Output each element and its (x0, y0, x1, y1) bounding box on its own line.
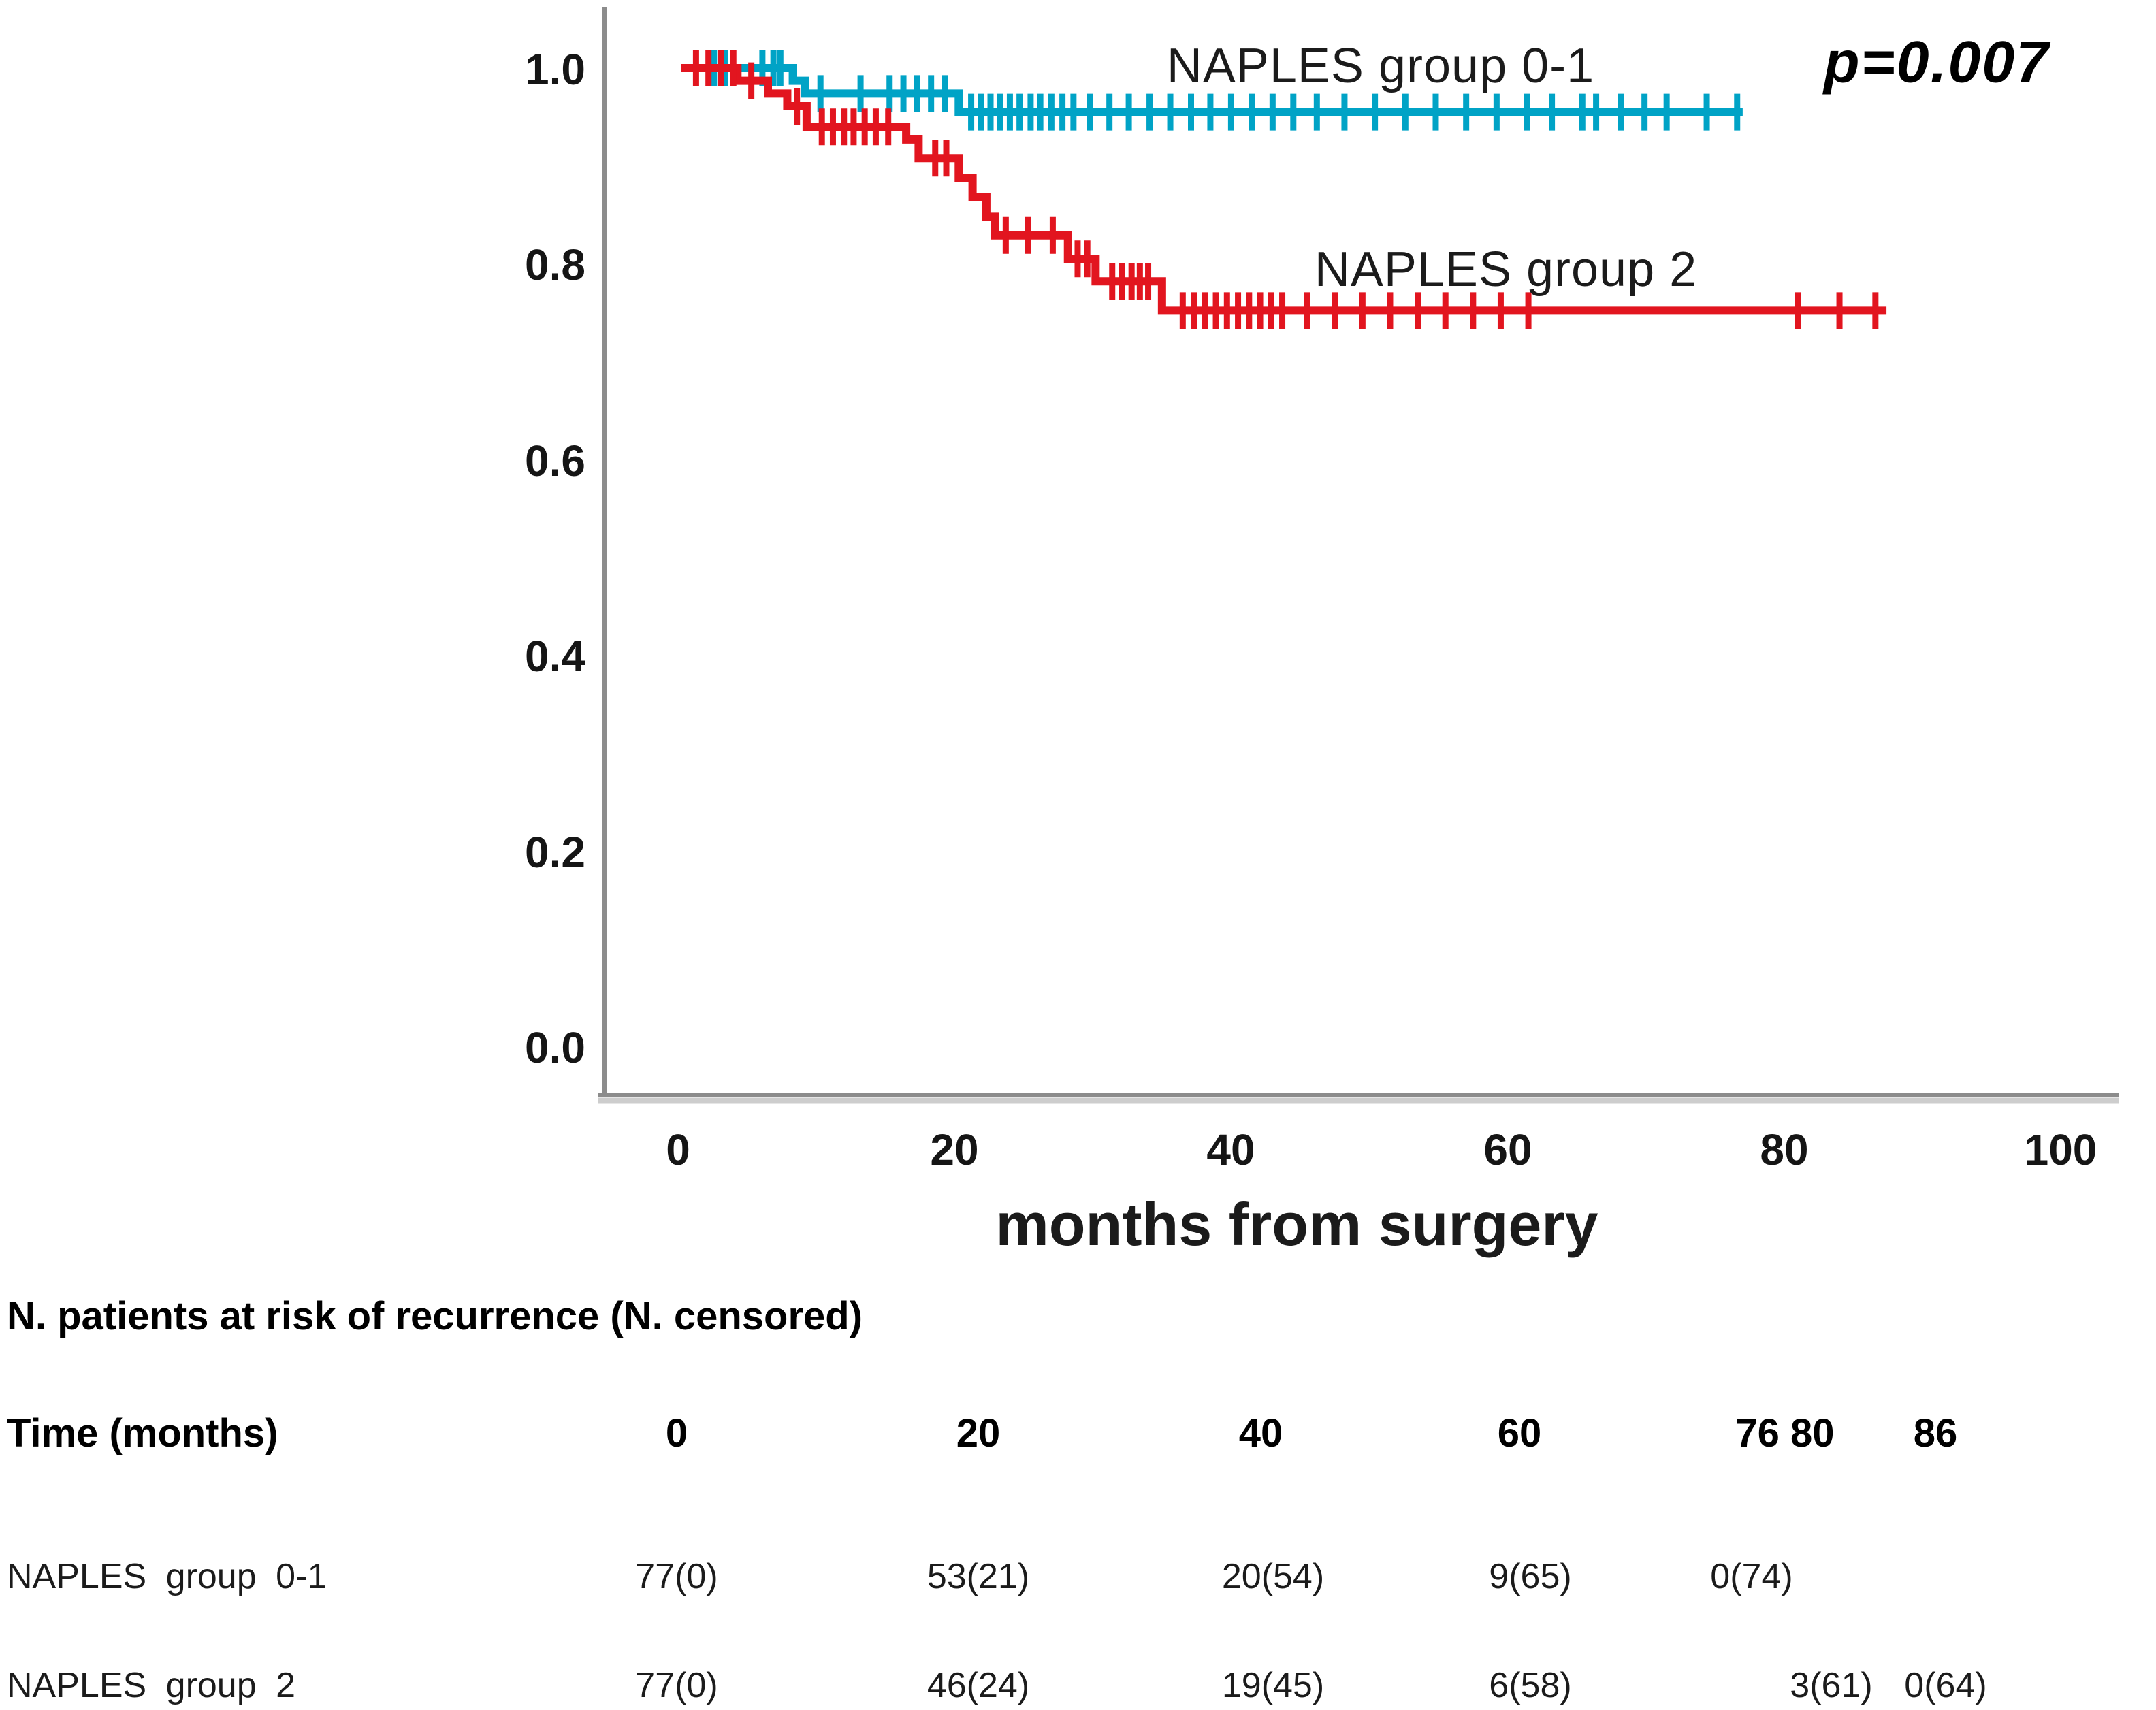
risk-row-1-cell-0: 77(0) (635, 1666, 718, 1705)
curve-label-group-2: NAPLES group 2 (1314, 242, 1698, 297)
y-tick-5: 0.0 (525, 1023, 585, 1072)
x-tick-4: 80 (1760, 1125, 1809, 1174)
risk-row-0-cell-1: 53(21) (927, 1557, 1030, 1596)
time-col-0: 0 (665, 1411, 688, 1455)
time-col-1: 20 (956, 1411, 1001, 1455)
risk-table-title: N. patients at risk of recurrence (N. ce… (7, 1294, 863, 1338)
x-tick-2: 40 (1206, 1125, 1255, 1174)
p-value-annotation: p=0.007 (1824, 29, 2050, 95)
x-axis-title: months from surgery (995, 1191, 1598, 1258)
risk-row-0-cell-2: 20(54) (1221, 1557, 1325, 1596)
y-tick-2: 0.6 (525, 436, 585, 485)
time-col-3: 60 (1497, 1411, 1542, 1455)
y-tick-4: 0.2 (525, 828, 585, 877)
risk-row-0-label: NAPLES group 0-1 (7, 1557, 327, 1596)
time-col-4: 76 80 (1735, 1411, 1835, 1455)
survival-curve-0 (681, 64, 1743, 116)
time-col-5: 86 (1913, 1411, 1958, 1455)
x-tick-5: 100 (2024, 1125, 2097, 1174)
risk-table-time-label: Time (months) (7, 1411, 278, 1455)
survival-curve-1 (681, 64, 1887, 315)
x-tick-0: 0 (666, 1125, 690, 1174)
risk-row-1-cell-5: 0(64) (1904, 1666, 1987, 1705)
km-plot (598, 7, 2119, 1104)
time-col-2: 40 (1238, 1411, 1283, 1455)
risk-row-1-cell-1: 46(24) (927, 1666, 1030, 1705)
x-tick-1: 20 (930, 1125, 979, 1174)
curve-label-group-0-1: NAPLES group 0-1 (1166, 39, 1595, 93)
risk-row-0-cell-0: 77(0) (635, 1557, 718, 1596)
y-tick-3: 0.4 (525, 632, 585, 681)
risk-row-1-cell-4: 3(61) (1790, 1666, 1873, 1705)
risk-row-1-label: NAPLES group 2 (7, 1666, 296, 1705)
risk-row-0-cell-4: 0(74) (1710, 1557, 1793, 1596)
y-tick-1: 0.8 (525, 240, 585, 289)
risk-row-1-cell-3: 6(58) (1489, 1666, 1572, 1705)
risk-row-1-cell-2: 19(45) (1221, 1666, 1325, 1705)
risk-row-0-cell-3: 9(65) (1489, 1557, 1572, 1596)
y-tick-0: 1.0 (525, 45, 585, 94)
x-tick-3: 60 (1483, 1125, 1532, 1174)
